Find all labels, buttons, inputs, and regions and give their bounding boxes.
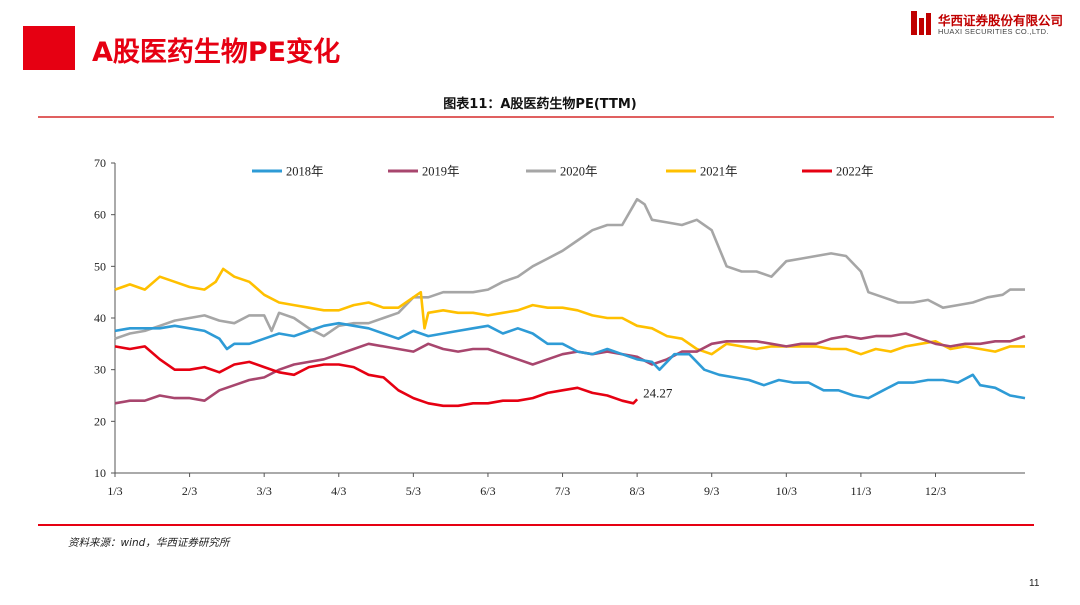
chart-axes: 10 20 30 40 50 60 70 1/3 2/3 3/3 4/3 5/3 6/3 7/3 8/3 9/…	[94, 156, 1025, 498]
y-tick-label: 70	[94, 156, 106, 170]
y-tick-label: 50	[94, 259, 106, 273]
legend-label: 2022年	[836, 165, 874, 179]
series-line-2018年	[114, 321, 1026, 400]
title-accent-block	[23, 26, 75, 70]
y-tick-label: 10	[94, 466, 106, 480]
data-label: 24.27	[643, 385, 673, 400]
series-line-2021年	[114, 267, 1025, 356]
legend-label: 2018年	[286, 165, 324, 179]
x-tick-label: 1/3	[107, 484, 122, 498]
logo-name-en: HUAXI SECURITIES CO.,LTD.	[938, 27, 1049, 36]
source-note: 资料来源：wind，华西证券研究所	[68, 537, 230, 549]
y-tick-label: 40	[94, 311, 106, 325]
legend-label: 2021年	[700, 165, 738, 179]
y-tick-label: 60	[94, 208, 106, 222]
series-line-2019年	[114, 332, 1026, 405]
series-line-2022年	[114, 345, 639, 408]
chart-series	[114, 197, 1026, 408]
x-tick-label: 5/3	[406, 484, 421, 498]
x-tick-label: 9/3	[704, 484, 719, 498]
logo-name-cn: 华西证券股份有限公司	[938, 13, 1064, 28]
x-tick-label: 11/3	[850, 484, 871, 498]
x-tick-label: 4/3	[331, 484, 346, 498]
chart-title: 图表11：A股医药生物PE(TTM)	[443, 97, 637, 112]
x-tick-label: 8/3	[629, 484, 644, 498]
huaxi-logo-icon	[911, 11, 931, 35]
x-tick-label: 7/3	[555, 484, 570, 498]
x-tick-label: 12/3	[925, 484, 946, 498]
page-number: 11	[1029, 578, 1040, 589]
x-tick-label: 2/3	[182, 484, 197, 498]
slide-title: A股医药生物PE变化	[92, 37, 341, 68]
bottom-divider	[38, 524, 1034, 526]
y-tick-label: 20	[94, 414, 106, 428]
x-tick-label: 3/3	[257, 484, 272, 498]
top-divider	[38, 116, 1054, 118]
chart-legend: 2018年 2019年 2020年 2021年 2022年	[252, 165, 874, 179]
series-line-2020年	[114, 197, 1025, 340]
x-tick-label: 10/3	[776, 484, 797, 498]
y-tick-label: 30	[94, 363, 106, 377]
legend-label: 2019年	[422, 165, 460, 179]
chart-annotations: 24.27	[643, 385, 673, 400]
company-logo: 华西证券股份有限公司 HUAXI SECURITIES CO.,LTD.	[910, 8, 1070, 40]
legend-label: 2020年	[560, 165, 598, 179]
x-tick-label: 6/3	[480, 484, 495, 498]
